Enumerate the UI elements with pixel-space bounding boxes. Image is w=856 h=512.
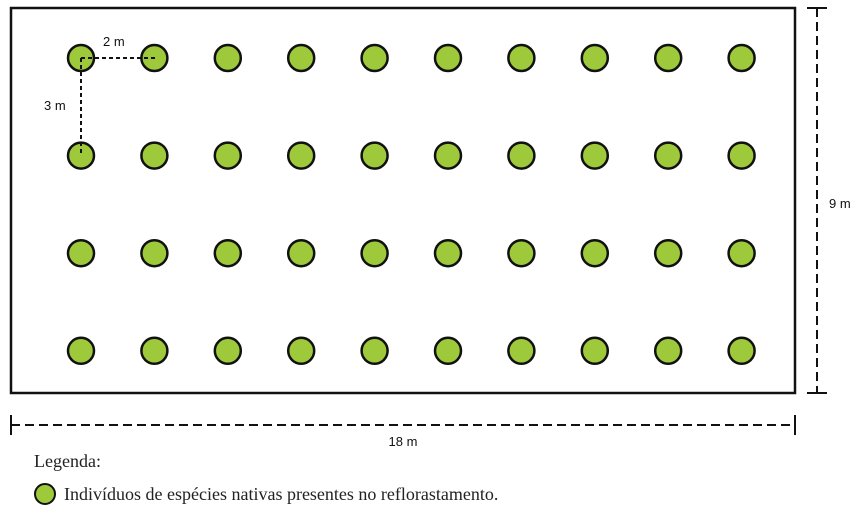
tree-marker [286,43,316,73]
tree-marker [433,238,463,268]
legend-title: Legenda: [34,451,101,471]
tree-marker [286,238,316,268]
tree-marker [213,336,243,366]
tree-marker [213,43,243,73]
tree-marker [140,238,169,268]
tree-marker [653,43,683,73]
tree-marker [213,238,243,268]
tree-marker [580,336,610,366]
tree-marker [507,238,536,268]
tree-marker [580,141,610,170]
tree-marker [360,238,389,268]
spacing-x-label: 2 m [103,34,125,49]
tree-marker [653,336,683,366]
tree-marker [433,141,463,170]
tree-marker [727,336,756,366]
height-label: 9 m [829,196,851,211]
height-dimension [807,7,827,394]
green-circle-icon [34,483,56,505]
plot-boundary [9,6,797,395]
tree-marker [507,336,536,366]
width-dimension [10,415,796,435]
tree-marker [580,238,610,268]
tree-marker [213,141,243,170]
tree-marker [580,43,610,73]
tree-marker [727,141,756,170]
tree-marker [286,141,316,170]
tree-marker [360,43,389,73]
tree-marker [360,141,389,170]
tree-grid [66,43,756,366]
tree-marker [653,238,683,268]
tree-marker [360,336,389,366]
tree-marker [507,141,536,170]
tree-marker [727,43,756,73]
tree-marker [66,336,96,366]
legend-item: Indivíduos de espécies nativas presentes… [34,481,498,507]
width-label: 18 m [389,434,418,449]
tree-marker [727,238,756,268]
spacing-y-label: 3 m [44,98,66,113]
tree-marker [140,336,169,366]
tree-marker [66,141,96,170]
tree-marker [653,141,683,170]
tree-marker [140,141,169,170]
legend-item-label: Indivíduos de espécies nativas presentes… [64,483,499,504]
tree-marker [286,336,316,366]
tree-marker [66,238,96,268]
tree-marker [433,336,463,366]
tree-marker [507,43,536,73]
tree-marker [433,43,463,73]
